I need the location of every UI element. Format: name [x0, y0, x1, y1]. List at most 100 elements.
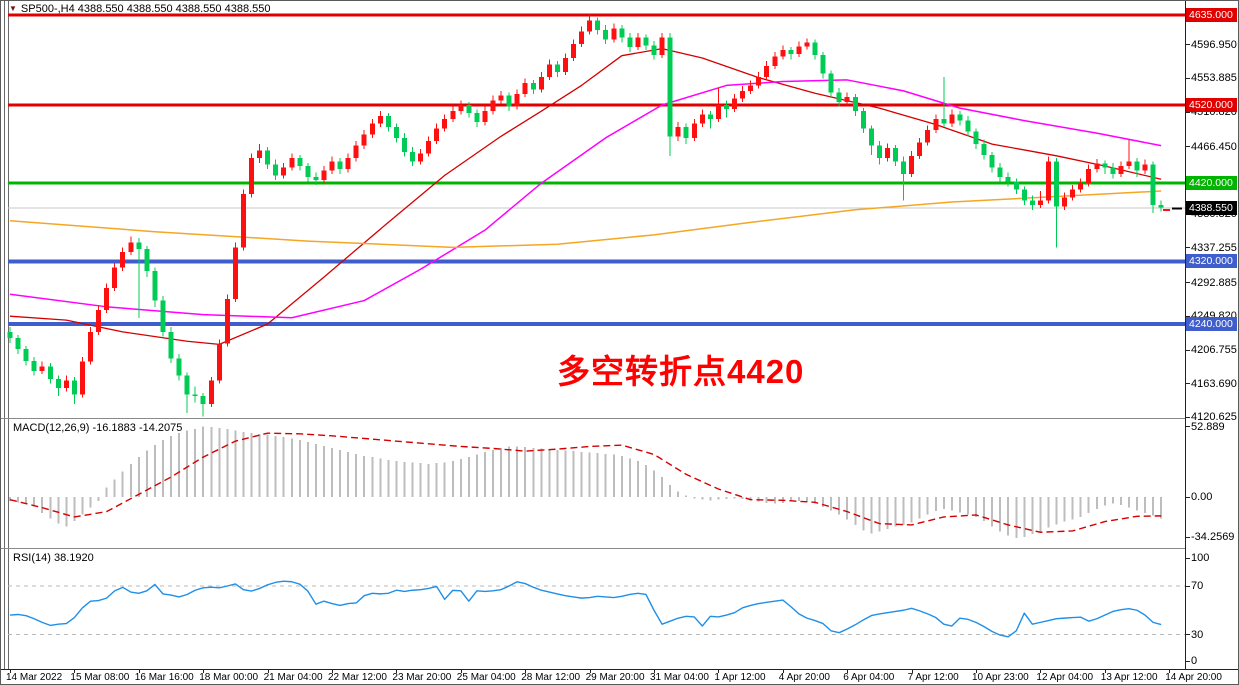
candle-body: [1102, 163, 1108, 168]
symbol-dropdown-icon[interactable]: ▼: [9, 4, 17, 13]
candle-body: [1126, 161, 1132, 166]
rsi-tick-label: 30: [1191, 628, 1204, 641]
candle-body: [128, 242, 134, 253]
candle-body: [482, 111, 488, 123]
price-level-label: 4635.000: [1186, 8, 1237, 22]
candle-body: [305, 165, 311, 177]
time-axis-tick: [1040, 669, 1042, 673]
candle-body: [458, 104, 464, 112]
candle-body: [321, 170, 327, 181]
candle-body: [909, 155, 915, 174]
time-axis-label: 14 Apr 20:00: [1165, 672, 1222, 683]
time-axis-label: 13 Apr 12:00: [1100, 672, 1158, 683]
candle-body: [249, 158, 254, 195]
candle-body: [1045, 161, 1051, 201]
candle-body: [957, 114, 963, 121]
time-axis-tick: [396, 669, 398, 673]
candle-body: [466, 104, 472, 113]
candle-body: [732, 98, 737, 109]
candle-body: [426, 140, 432, 154]
price-axis-border: [1185, 1, 1186, 669]
time-axis-tick: [782, 669, 784, 673]
axis-tick: [1185, 585, 1190, 587]
candle-body: [393, 126, 399, 138]
candle-body: [514, 94, 520, 107]
candle-body: [1118, 165, 1124, 174]
candle-body: [691, 123, 697, 138]
candle-body: [410, 151, 415, 162]
candle-body: [216, 343, 222, 381]
candle-body: [224, 298, 230, 344]
candle-body: [635, 37, 641, 48]
candle-body: [418, 153, 424, 162]
candle-body: [1134, 161, 1140, 171]
time-axis-tick: [267, 669, 269, 673]
current-price-label: 4388.550: [1186, 200, 1237, 215]
candle-body: [925, 130, 931, 143]
rsi-tick-label: 0: [1191, 655, 1198, 667]
chart-annotation-text: 多空转折点4420: [557, 353, 805, 390]
chart-canvas[interactable]: [1, 1, 1185, 669]
candle-body: [474, 112, 480, 123]
axis-tick: [1185, 536, 1190, 538]
candle-body: [651, 45, 657, 55]
time-axis-tick: [203, 669, 205, 673]
candle-body: [1021, 189, 1027, 201]
candle-body: [772, 56, 778, 66]
time-axis-tick: [911, 669, 913, 673]
candle-body: [901, 161, 907, 174]
price-tick-label: 4292.885: [1191, 276, 1237, 289]
macd-tick-label: 0.00: [1191, 491, 1213, 503]
candle-body: [353, 145, 359, 159]
time-axis-tick: [976, 669, 977, 673]
candle-body: [401, 137, 407, 152]
macd-indicator-label: MACD(12,26,9) -16.1883 -14.2075: [13, 422, 183, 434]
candle-body: [281, 167, 287, 176]
rsi-indicator-label: RSI(14) 38.1920: [13, 552, 94, 564]
axis-tick: [1185, 111, 1190, 113]
axis-tick: [1185, 660, 1190, 662]
candle-body: [796, 46, 802, 55]
time-axis-tick: [332, 669, 333, 673]
candle-body: [498, 95, 504, 101]
price-tick-label: 4120.625: [1191, 411, 1237, 424]
candle-body: [868, 128, 874, 146]
candle-body: [345, 158, 351, 170]
candle-body: [965, 120, 971, 132]
axis-tick: [1185, 77, 1190, 79]
axis-tick: [1185, 634, 1190, 635]
candle-body: [748, 85, 754, 91]
time-axis-label: 15 Mar 08:00: [70, 672, 130, 683]
price-tick-label: 4163.690: [1191, 377, 1237, 390]
candle-body: [329, 161, 335, 171]
time-axis-tick: [138, 669, 140, 673]
axis-tick: [1185, 426, 1190, 428]
candle-body: [1029, 200, 1035, 206]
candle-body: [611, 28, 617, 40]
axis-tick: [1185, 44, 1190, 46]
time-axis-tick: [718, 669, 720, 673]
candle-body: [1086, 169, 1092, 184]
candle-body: [1142, 164, 1148, 171]
candle-body: [450, 111, 456, 120]
candle-body: [715, 104, 721, 120]
candle-body: [1054, 161, 1059, 207]
candle-body: [257, 150, 263, 159]
candle-body: [981, 144, 987, 156]
candle-body: [55, 378, 61, 389]
candle-body: [538, 76, 544, 90]
candle-body: [96, 309, 102, 332]
ma-magenta-line: [9, 79, 1162, 319]
price-level-label: 4320.000: [1186, 254, 1237, 269]
candle-body: [1037, 200, 1043, 206]
candle-body: [828, 73, 834, 93]
price-tick-label: 4466.450: [1191, 140, 1237, 153]
time-axis-label: 25 Mar 04:00: [456, 672, 516, 683]
candle-body: [240, 194, 246, 248]
axis-tick: [1185, 247, 1190, 249]
time-axis-tick: [460, 669, 462, 673]
candle-body: [434, 128, 440, 141]
time-axis-tick: [654, 669, 655, 673]
candle-body: [860, 111, 866, 129]
macd-signal-line: [9, 432, 1162, 533]
